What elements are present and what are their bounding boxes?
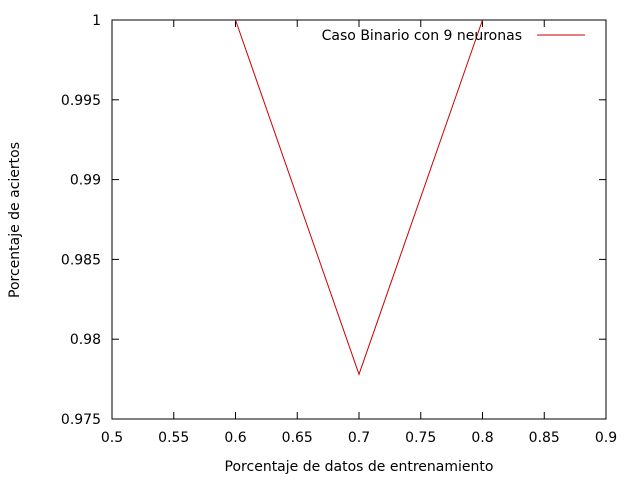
legend: Caso Binario con 9 neuronas [322,28,585,44]
x-tick-label: 0.75 [405,430,436,446]
ticks [111,19,607,420]
x-tick-label: 0.9 [595,430,617,446]
y-tick-label: 0.99 [70,173,101,189]
y-tick-label: 1 [92,13,101,29]
tick-labels: 0.5 0.55 0.6 0.65 0.7 0.75 0.8 0.85 0.9 0.975 0.98… [61,13,617,446]
y-tick-label: 0.98 [70,332,101,348]
y-tick-label: 0.995 [61,93,101,109]
x-tick-label: 0.55 [158,430,189,446]
y-axis-title: Porcentaje de aciertos [7,142,23,298]
x-tick-label: 0.7 [348,430,370,446]
x-tick-label: 0.85 [529,430,560,446]
x-tick-label: 0.5 [101,430,123,446]
y-tick-label: 0.985 [61,252,101,268]
series-line [235,19,483,376]
x-axis-title: Porcentaje de datos de entrenamiento [225,459,494,475]
x-tick-label: 0.8 [471,430,493,446]
y-tick-label: 0.975 [61,412,101,428]
series [235,19,483,376]
plot-frame [111,19,607,420]
x-tick-label: 0.65 [282,430,313,446]
legend-label: Caso Binario con 9 neuronas [322,28,522,44]
x-tick-label: 0.6 [224,430,246,446]
